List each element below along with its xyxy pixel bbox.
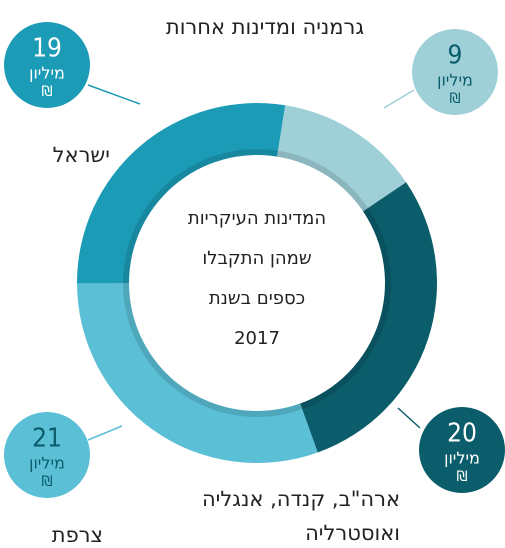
- bubble-unit: מיליון: [29, 454, 65, 473]
- bubble-currency: ₪: [457, 469, 468, 485]
- bubble-unit: מיליון: [437, 71, 473, 90]
- connector: [87, 84, 141, 105]
- bubble: [4, 22, 90, 108]
- center-title: כספים בשנת: [209, 288, 305, 309]
- bubble-currency: ₪: [42, 474, 53, 490]
- category-label: צרפת: [51, 523, 103, 547]
- bubble-currency: ₪: [42, 84, 53, 100]
- bubble-unit: מיליון: [29, 64, 65, 83]
- connector: [383, 89, 415, 109]
- category-label: ארה"ב, קנדה, אנגליה ואוסטרליה: [201, 487, 400, 545]
- bubble-value: 20: [447, 419, 477, 449]
- bubble: [419, 407, 505, 493]
- connector: [87, 425, 123, 441]
- bubble-currency: ₪: [450, 91, 461, 107]
- bubble: [412, 29, 498, 115]
- center-title: המדינות העיקריות: [188, 208, 326, 229]
- bubble-value: 21: [32, 424, 62, 454]
- bubble: [4, 412, 90, 498]
- category-label: ישראל: [52, 143, 110, 167]
- inner-ring: [123, 149, 391, 417]
- center-title: 2017: [234, 328, 280, 349]
- bubble-value: 9: [448, 41, 463, 71]
- donut-segment: [300, 182, 437, 453]
- center-title: שמהן התקבלו: [202, 248, 311, 269]
- donut-segment: [77, 103, 286, 284]
- donut-segment: [277, 105, 407, 212]
- donut-segment: [77, 283, 318, 463]
- connector: [397, 407, 421, 429]
- bubble-value: 19: [32, 34, 62, 64]
- bubble-unit: מיליון: [444, 449, 480, 468]
- category-label: גרמניה ומדינות אחרות: [165, 15, 365, 39]
